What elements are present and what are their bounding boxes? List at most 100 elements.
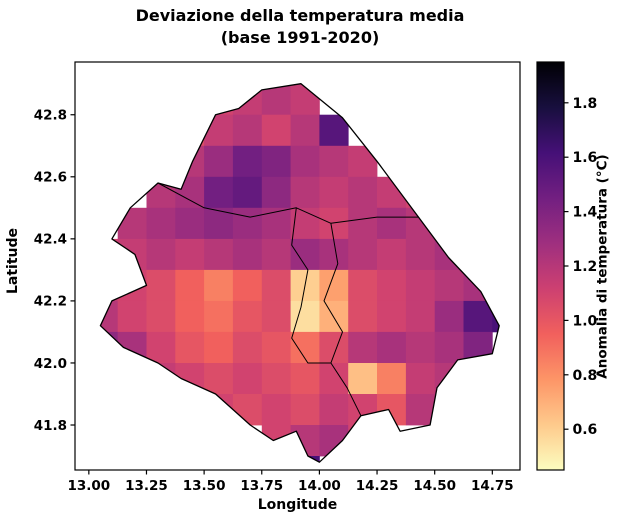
heatmap-cell (348, 363, 378, 395)
colorbar-tick-label: 1.0 (573, 313, 598, 329)
heatmap-cell (405, 269, 436, 302)
y-tick-label: 42.6 (34, 170, 67, 186)
heatmap-cell (232, 394, 263, 426)
y-tick-label: 41.8 (34, 418, 67, 434)
heatmap-cell (319, 394, 349, 426)
heatmap-cell (175, 114, 205, 147)
heatmap-cell (146, 238, 176, 271)
heatmap-cell (232, 238, 263, 271)
heatmap-cell (377, 331, 407, 364)
heatmap-cell (290, 176, 320, 209)
heatmap-cell (232, 300, 263, 333)
heatmap-cell (175, 145, 205, 178)
heatmap-cell (261, 331, 291, 364)
heatmap-cell (117, 300, 147, 333)
heatmap-cell (232, 145, 263, 178)
heatmap-cell (117, 331, 147, 364)
heatmap-cell (204, 300, 234, 333)
heatmap-cell (261, 363, 291, 395)
colorbar-tick-label: 1.2 (573, 259, 598, 275)
heatmap-cell (405, 176, 436, 209)
heatmap-cell (348, 300, 378, 333)
heatmap-cell (117, 207, 147, 240)
heatmap-cell (348, 207, 378, 240)
x-tick-label: 14.25 (356, 478, 399, 494)
heatmap-cell (261, 207, 291, 240)
heatmap-cell (492, 300, 500, 333)
heatmap-cell (463, 300, 493, 333)
chart-title: Deviazione della temperatura media (base… (40, 5, 560, 49)
heatmap-cell (204, 238, 234, 271)
heatmap-cell (377, 300, 407, 333)
heatmap-cell (348, 425, 378, 457)
colorbar-tick-label: 1.6 (573, 150, 598, 166)
heatmap-cell (232, 363, 263, 395)
heatmap-cell (261, 83, 291, 116)
heatmap-cell (100, 300, 118, 333)
colorbar-tick-label: 1.4 (573, 205, 598, 221)
heatmap-cell (434, 238, 464, 271)
heatmap-cell (434, 269, 464, 302)
heatmap-cell (146, 269, 176, 302)
plot-frame (74, 61, 521, 471)
x-tick-label: 14.00 (298, 478, 341, 494)
x-tick-label: 14.75 (471, 478, 514, 494)
heatmap-cell (261, 145, 291, 178)
heatmap-cell (405, 363, 436, 395)
heatmap-cell (290, 363, 320, 395)
heatmap-cell (175, 269, 205, 302)
heatmap-cell (290, 145, 320, 178)
x-axis-label: Longitude (257, 497, 338, 513)
heatmap-cell (100, 238, 118, 271)
heatmap-cell (232, 176, 263, 209)
heatmap-cell (348, 176, 378, 209)
y-axis-ticks: 41.8 42.0 42.2 42.4 42.6 42.8 (34, 108, 75, 434)
heatmap-cell (319, 300, 349, 333)
heatmap-cell (434, 300, 464, 333)
colorbar-tick-label: 0.8 (573, 368, 598, 384)
heatmap-cell (319, 425, 349, 457)
colorbar-tick-label: 1.8 (573, 96, 598, 112)
heatmap-cell (175, 238, 205, 271)
colorbar: 0.6 0.8 1.0 1.2 1.4 1.6 1.8 (536, 61, 598, 471)
heatmap-cell (290, 83, 320, 116)
heatmap-cell (232, 331, 263, 364)
x-tick-label: 13.25 (125, 478, 168, 494)
heatmap-cell (377, 207, 407, 240)
heatmap-cell (348, 145, 378, 178)
heatmap-cell (290, 207, 320, 240)
province-boundary-line (291, 207, 331, 364)
heatmap-cell (261, 269, 291, 302)
heatmap-cell (261, 394, 291, 426)
colorbar-tick-label: 0.6 (573, 422, 598, 438)
heatmap-cell (434, 363, 464, 395)
heatmap-cell (348, 331, 378, 364)
heatmap-cell (290, 394, 320, 426)
heatmap-cell (146, 300, 176, 333)
heatmap-cell (146, 145, 176, 178)
heatmap-cell (348, 238, 378, 271)
heatmap-cell (319, 207, 349, 240)
heatmap-cell (434, 331, 464, 364)
heatmap-cell (204, 331, 234, 364)
heatmap-cell (175, 331, 205, 364)
heatmap-cell (405, 300, 436, 333)
heatmap-cell (261, 114, 291, 147)
heatmap-cell (377, 363, 407, 395)
heatmap-cell (175, 176, 205, 209)
province-boundaries (157, 182, 419, 416)
x-tick-label: 13.50 (183, 478, 226, 494)
y-axis-label: Latitude (5, 227, 21, 295)
heatmap-cell (232, 207, 263, 240)
heatmap-cell (100, 269, 118, 302)
heatmap-cell (204, 145, 234, 178)
heatmap-cell (100, 331, 118, 364)
province-boundary-line (323, 223, 362, 416)
heatmap-cell (377, 269, 407, 302)
heatmap-cell (463, 269, 493, 302)
heatmap-cell (319, 331, 349, 364)
heatmap-cell (232, 269, 263, 302)
heatmap-cell (319, 176, 349, 209)
colorbar-gradient (537, 62, 564, 470)
